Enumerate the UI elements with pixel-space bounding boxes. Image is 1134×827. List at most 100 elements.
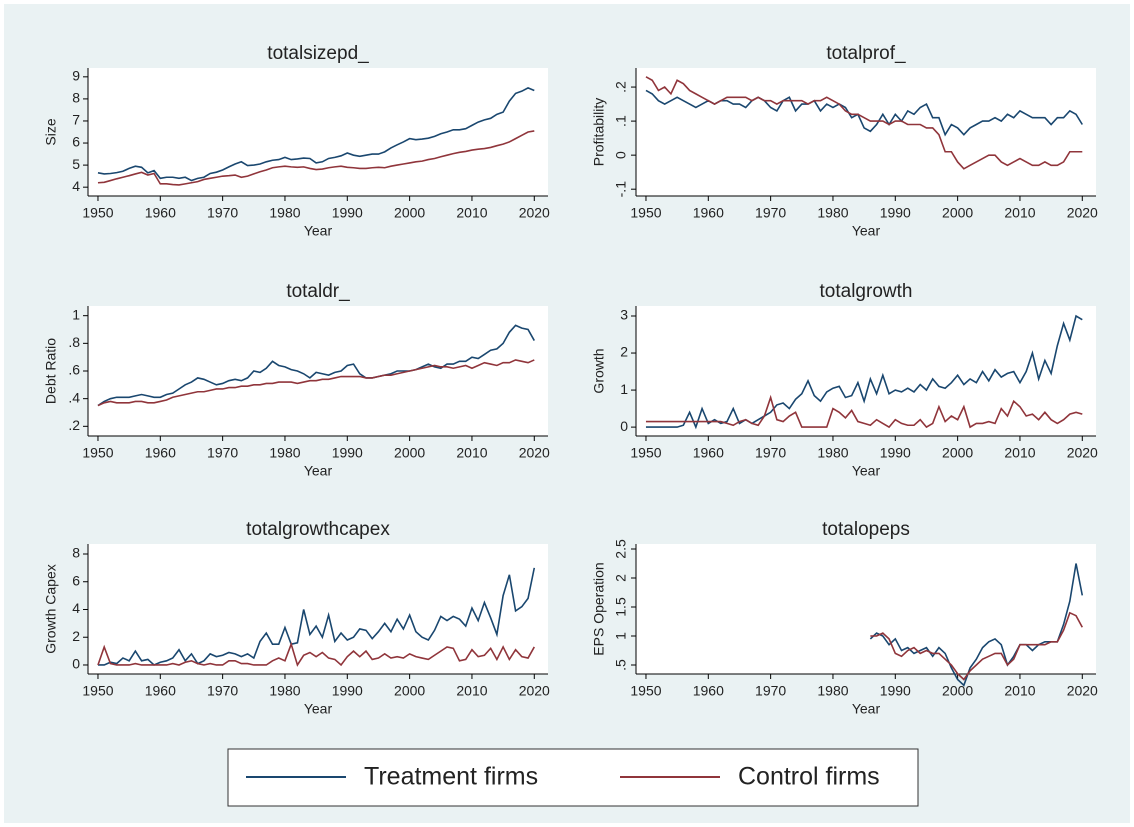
x-tick-label: 1950	[630, 683, 661, 699]
x-tick-label: 2000	[942, 683, 973, 699]
x-tick-label: 1950	[82, 445, 113, 461]
x-tick-label: 1980	[269, 445, 300, 461]
x-tick-label: 1990	[880, 445, 911, 461]
panel-title: totalopeps	[822, 519, 910, 540]
y-tick-label: 2	[72, 628, 80, 644]
x-tick-label: 1990	[880, 683, 911, 699]
y-tick-label: 6	[72, 134, 80, 150]
data-line	[97, 130, 535, 186]
x-tick-label: 2010	[456, 205, 487, 221]
plot-region	[636, 68, 1096, 196]
y-tick-label: 5	[72, 156, 80, 172]
y-tick-label: 0	[613, 151, 629, 159]
y-tick-label: -.1	[613, 181, 629, 198]
y-tick-label: 3	[620, 307, 628, 323]
plot-region	[636, 544, 1096, 674]
x-tick-label: 2010	[1004, 445, 1035, 461]
panel-title: totaldr_	[286, 281, 350, 302]
panel-title: totalgrowthcapex	[246, 519, 390, 540]
x-tick-label: 1980	[817, 445, 848, 461]
x-tick-label: 1980	[817, 205, 848, 221]
x-tick-label: 2000	[942, 205, 973, 221]
x-tick-label: 2020	[1067, 445, 1098, 461]
y-tick-label: 6	[72, 572, 80, 588]
x-tick-label: 1950	[82, 205, 113, 221]
x-tick-label: 1960	[693, 445, 724, 461]
x-tick-label: 1950	[630, 445, 661, 461]
x-tick-label: 2010	[456, 445, 487, 461]
x-tick-label: 1990	[880, 205, 911, 221]
data-line	[97, 567, 536, 666]
x-tick-label: 1970	[207, 205, 238, 221]
legend-label: Treatment firms	[364, 763, 538, 791]
x-tick-label: 2020	[519, 205, 550, 221]
x-tick-label: 1950	[82, 683, 113, 699]
y-tick-label: 4	[72, 178, 80, 194]
y-tick-label: .6	[68, 362, 80, 378]
x-tick-label: 2020	[1067, 683, 1098, 699]
x-tick-label: 1960	[693, 205, 724, 221]
y-tick-label: 1	[72, 306, 80, 322]
x-tick-label: 2010	[1004, 683, 1035, 699]
data-line	[97, 86, 535, 182]
y-tick-label: .1	[613, 115, 629, 127]
y-tick-label: 7	[72, 112, 80, 128]
x-tick-label: 1960	[145, 205, 176, 221]
y-tick-label: .2	[68, 417, 80, 433]
x-tick-label: 1970	[207, 683, 238, 699]
x-tick-label: 1970	[755, 683, 786, 699]
x-tick-label: 1950	[630, 205, 661, 221]
panel-title: totalgrowth	[820, 281, 913, 302]
y-tick-label: .5	[613, 659, 629, 671]
x-tick-label: 2000	[394, 683, 425, 699]
legend-label: Control firms	[738, 763, 880, 791]
plot-region	[88, 68, 548, 196]
x-tick-label: 2020	[1067, 205, 1098, 221]
y-axis-title: Profitability	[591, 98, 607, 166]
y-tick-label: .4	[68, 389, 80, 405]
data-line	[97, 359, 535, 407]
y-tick-label: 1	[620, 381, 628, 397]
x-axis-title: Year	[852, 701, 881, 717]
data-line	[645, 76, 1083, 170]
x-tick-label: 1970	[755, 205, 786, 221]
plot-region	[88, 306, 548, 436]
y-axis-title: Debt Ratio	[43, 338, 59, 404]
x-tick-label: 2000	[394, 205, 425, 221]
y-tick-label: 2	[613, 574, 629, 582]
x-tick-label: 1960	[693, 683, 724, 699]
y-tick-label: 1.5	[613, 597, 629, 617]
panel-title: totalprof_	[826, 43, 906, 64]
panel-title: totalsizepd_	[267, 43, 369, 64]
x-axis-title: Year	[304, 463, 333, 479]
x-tick-label: 1960	[145, 683, 176, 699]
x-tick-label: 2010	[456, 683, 487, 699]
data-line	[645, 394, 1083, 429]
y-tick-label: 2.5	[613, 539, 629, 559]
y-tick-label: 8	[72, 90, 80, 106]
y-tick-label: .8	[68, 334, 80, 350]
x-tick-label: 1980	[817, 683, 848, 699]
y-tick-label: 0	[72, 656, 80, 672]
x-tick-label: 1990	[332, 683, 363, 699]
x-axis-title: Year	[304, 701, 333, 717]
y-tick-label: .2	[613, 81, 629, 93]
x-tick-label: 2000	[942, 445, 973, 461]
y-tick-label: 0	[620, 418, 628, 434]
x-tick-label: 2020	[519, 445, 550, 461]
y-tick-label: 8	[72, 545, 80, 561]
x-axis-title: Year	[852, 463, 881, 479]
data-line	[870, 611, 1083, 681]
x-tick-label: 1970	[207, 445, 238, 461]
y-axis-title: Growth Capex	[43, 564, 59, 653]
data-line	[97, 641, 535, 667]
x-tick-label: 2000	[394, 445, 425, 461]
x-tick-label: 1960	[145, 445, 176, 461]
x-tick-label: 1990	[332, 205, 363, 221]
data-line	[97, 324, 535, 407]
y-tick-label: 9	[72, 68, 80, 84]
x-tick-label: 1980	[269, 683, 300, 699]
y-tick-label: 2	[620, 344, 628, 360]
